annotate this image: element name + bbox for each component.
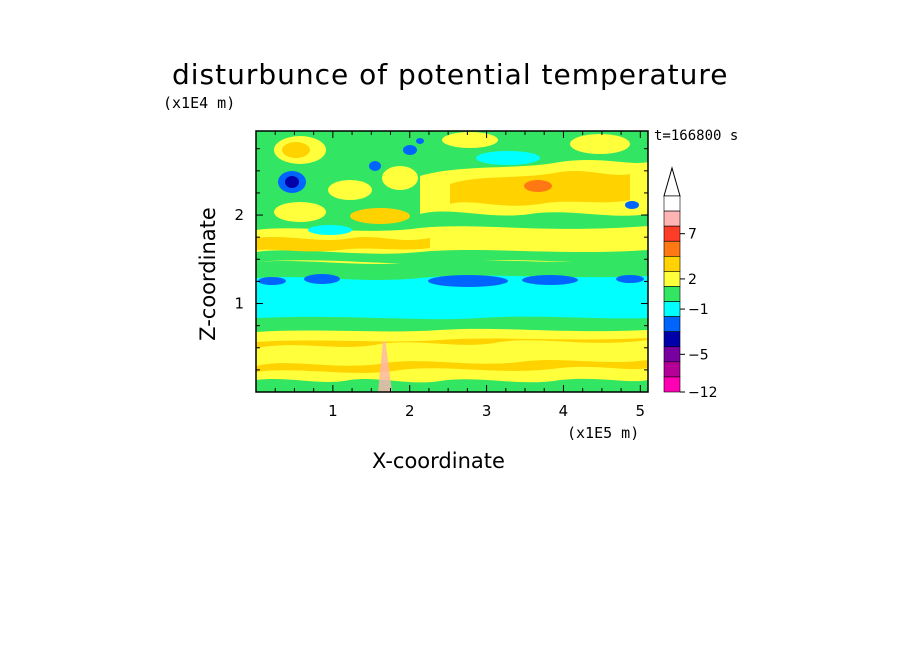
y-ticks: 12	[234, 148, 648, 393]
chart-title: disturbunce of potential temperature	[172, 58, 729, 91]
x-unit-label: (x1E5 m)	[567, 424, 640, 442]
x-tick-label: 5	[636, 402, 646, 420]
cold-core	[625, 201, 639, 209]
x-tick-label: 4	[559, 402, 569, 420]
blue-streak	[428, 275, 508, 287]
yellow-thin-band	[256, 328, 648, 342]
time-label: t=166800 s	[654, 128, 739, 144]
blue-streak	[616, 275, 644, 283]
y-tick-label: 2	[234, 206, 244, 224]
y-unit-label: (x1E4 m)	[163, 94, 236, 112]
warm-blob	[328, 180, 372, 200]
colorbar-swatch	[663, 331, 681, 348]
colorbar-swatch	[663, 376, 681, 393]
cold-core	[403, 145, 417, 155]
warm-core	[282, 142, 310, 158]
blue-streak	[304, 274, 340, 284]
colorbar-label: −5	[688, 347, 709, 363]
x-ticks: 1 2 3 4 5	[255, 131, 646, 420]
colorbar-swatch	[663, 346, 681, 363]
cool-patch	[308, 225, 352, 235]
cold-core	[369, 161, 381, 171]
warm-blob	[570, 134, 630, 154]
colorbar-arrow	[663, 166, 681, 197]
colorbar-label: 7	[688, 227, 697, 243]
blue-streak	[522, 275, 578, 285]
warm-blob	[350, 208, 410, 224]
colorbar-swatch	[663, 316, 681, 332]
green-band-upper	[256, 260, 648, 280]
colorbar-swatch	[663, 195, 681, 212]
blue-streak	[258, 277, 286, 285]
upper-red-core	[524, 180, 552, 192]
colorbar: 7 2 −1 −5 −12	[663, 166, 718, 401]
x-tick-label: 3	[482, 402, 492, 420]
warm-blob	[274, 202, 326, 222]
green-band-lower	[256, 312, 648, 336]
orange-streak	[256, 237, 430, 252]
colorbar-swatch	[663, 361, 681, 378]
colorbar-label: −12	[688, 385, 718, 401]
cold-core	[416, 138, 424, 144]
cool-patch	[476, 151, 540, 165]
bottom-green-streak	[256, 378, 648, 392]
cold-core-deep	[285, 176, 299, 188]
colorbar-swatch	[663, 210, 681, 227]
contour-field	[256, 131, 648, 392]
x-axis-title: X-coordinate	[372, 449, 505, 473]
colorbar-swatch	[663, 301, 681, 317]
x-tick-label: 1	[328, 402, 338, 420]
colorbar-swatch	[663, 271, 681, 287]
warm-blob	[442, 132, 498, 148]
warm-blob	[382, 166, 418, 190]
y-tick-label: 1	[234, 295, 244, 313]
colorbar-swatch	[663, 286, 681, 302]
mountain-plume	[378, 330, 392, 392]
colorbar-label: 2	[688, 272, 697, 288]
x-tick-label: 2	[405, 402, 415, 420]
plot-frame	[255, 130, 649, 393]
colorbar-swatch	[663, 225, 681, 242]
lower-yellow-streak	[256, 340, 648, 366]
colorbar-swatch	[663, 256, 681, 272]
colorbar-swatch	[663, 240, 681, 257]
colorbar-label: −1	[688, 302, 709, 318]
